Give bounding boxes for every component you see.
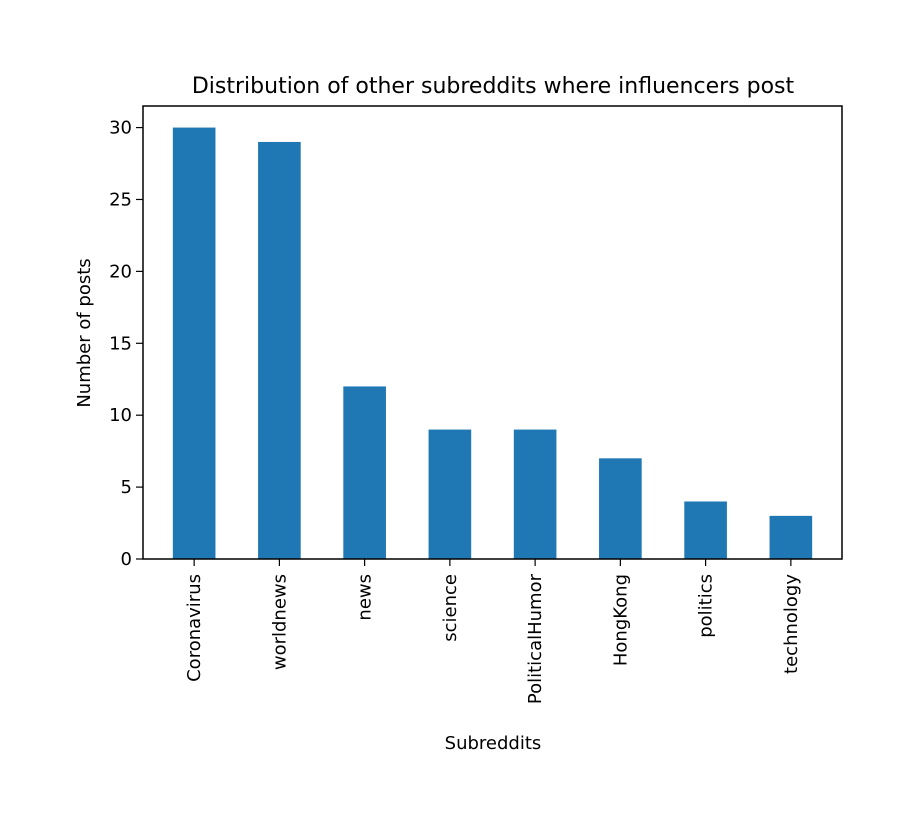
bar-politics [684, 501, 727, 559]
bar-technology [769, 515, 813, 559]
bar-coronavirus [172, 127, 216, 560]
x-tick-label: Coronavirus [184, 574, 205, 682]
x-tick-label: technology [781, 574, 802, 674]
bar-science [428, 429, 472, 559]
bar-politicalhumor [513, 429, 557, 559]
x-tick-label: HongKong [610, 574, 631, 666]
y-tick-label: 25 [109, 189, 132, 210]
x-tick-label: politics [696, 574, 717, 638]
y-tick-label: 0 [121, 549, 132, 570]
y-tick-label: 5 [121, 477, 132, 498]
bar-news [343, 386, 386, 559]
x-axis: Coronavirus worldnews news science Political… [184, 559, 802, 704]
x-tick-label: worldnews [269, 574, 290, 670]
y-tick-label: 10 [109, 405, 132, 426]
x-axis-label: Subreddits [445, 733, 542, 754]
x-tick-label: science [440, 574, 461, 642]
chart-title: Distribution of other subreddits where i… [192, 74, 795, 99]
y-tick-label: 30 [109, 118, 132, 139]
x-tick-label: PoliticalHumor [525, 573, 546, 704]
y-axis-label: Number of posts [74, 258, 95, 407]
plot-frame [142, 105, 843, 560]
bar-hongkong [599, 458, 642, 559]
y-tick-label: 20 [109, 261, 132, 282]
bars-group [172, 127, 813, 560]
y-tick-label: 15 [109, 333, 132, 354]
bar-worldnews [258, 141, 301, 559]
y-axis: 0 5 10 15 20 25 30 [109, 118, 143, 570]
x-tick-label: news [355, 574, 376, 621]
